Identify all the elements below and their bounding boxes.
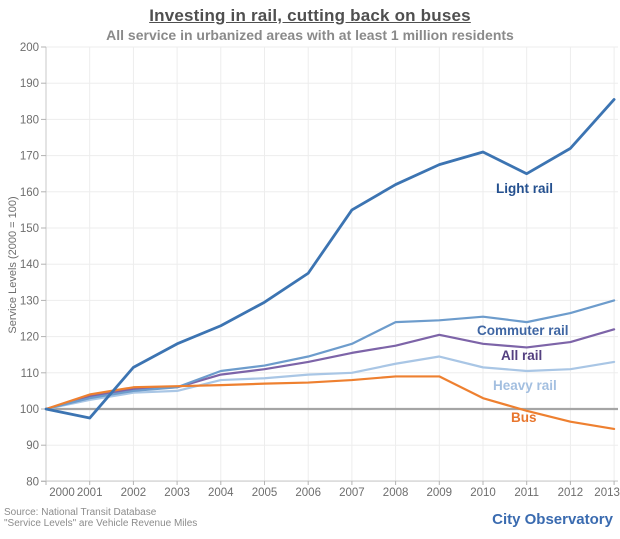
brand-logo-text: City Observatory bbox=[492, 511, 613, 528]
svg-text:2004: 2004 bbox=[208, 487, 234, 499]
svg-text:130: 130 bbox=[20, 295, 39, 307]
svg-text:200: 200 bbox=[20, 42, 39, 54]
svg-text:2010: 2010 bbox=[470, 487, 496, 499]
svg-text:150: 150 bbox=[20, 223, 39, 235]
svg-text:160: 160 bbox=[20, 187, 39, 199]
svg-text:2001: 2001 bbox=[77, 487, 103, 499]
svg-text:2012: 2012 bbox=[558, 487, 584, 499]
svg-text:180: 180 bbox=[20, 114, 39, 126]
svg-text:90: 90 bbox=[26, 440, 39, 452]
svg-text:2008: 2008 bbox=[383, 487, 409, 499]
source-note: Source: National Transit Database "Servi… bbox=[4, 507, 198, 529]
series-label-bus: Bus bbox=[511, 410, 537, 425]
svg-text:2002: 2002 bbox=[121, 487, 147, 499]
series-label-commuter-rail: Commuter rail bbox=[477, 323, 569, 338]
series-label-all-rail: All rail bbox=[501, 348, 543, 363]
source-line-1: Source: National Transit Database bbox=[4, 507, 157, 518]
svg-text:2009: 2009 bbox=[427, 487, 453, 499]
svg-text:170: 170 bbox=[20, 151, 39, 163]
svg-text:120: 120 bbox=[20, 332, 39, 344]
svg-text:110: 110 bbox=[21, 368, 39, 380]
chart-subtitle: All service in urbanized areas with at l… bbox=[106, 27, 514, 43]
source-line-2: "Service Levels" are Vehicle Revenue Mil… bbox=[4, 517, 198, 529]
svg-text:2003: 2003 bbox=[164, 487, 190, 499]
svg-text:2006: 2006 bbox=[295, 487, 321, 499]
svg-text:2011: 2011 bbox=[514, 487, 539, 499]
chart-title: Investing in rail, cutting back on buses bbox=[149, 6, 471, 25]
svg-text:2007: 2007 bbox=[339, 487, 365, 499]
svg-text:2000: 2000 bbox=[49, 487, 75, 499]
svg-text:140: 140 bbox=[20, 259, 39, 271]
svg-text:100: 100 bbox=[20, 404, 39, 416]
series-label-heavy-rail: Heavy rail bbox=[493, 378, 557, 393]
svg-text:80: 80 bbox=[26, 476, 39, 488]
svg-text:2013: 2013 bbox=[594, 487, 620, 499]
svg-text:190: 190 bbox=[20, 78, 39, 90]
svg-text:2005: 2005 bbox=[252, 487, 278, 499]
series-label-light-rail: Light rail bbox=[496, 181, 553, 196]
